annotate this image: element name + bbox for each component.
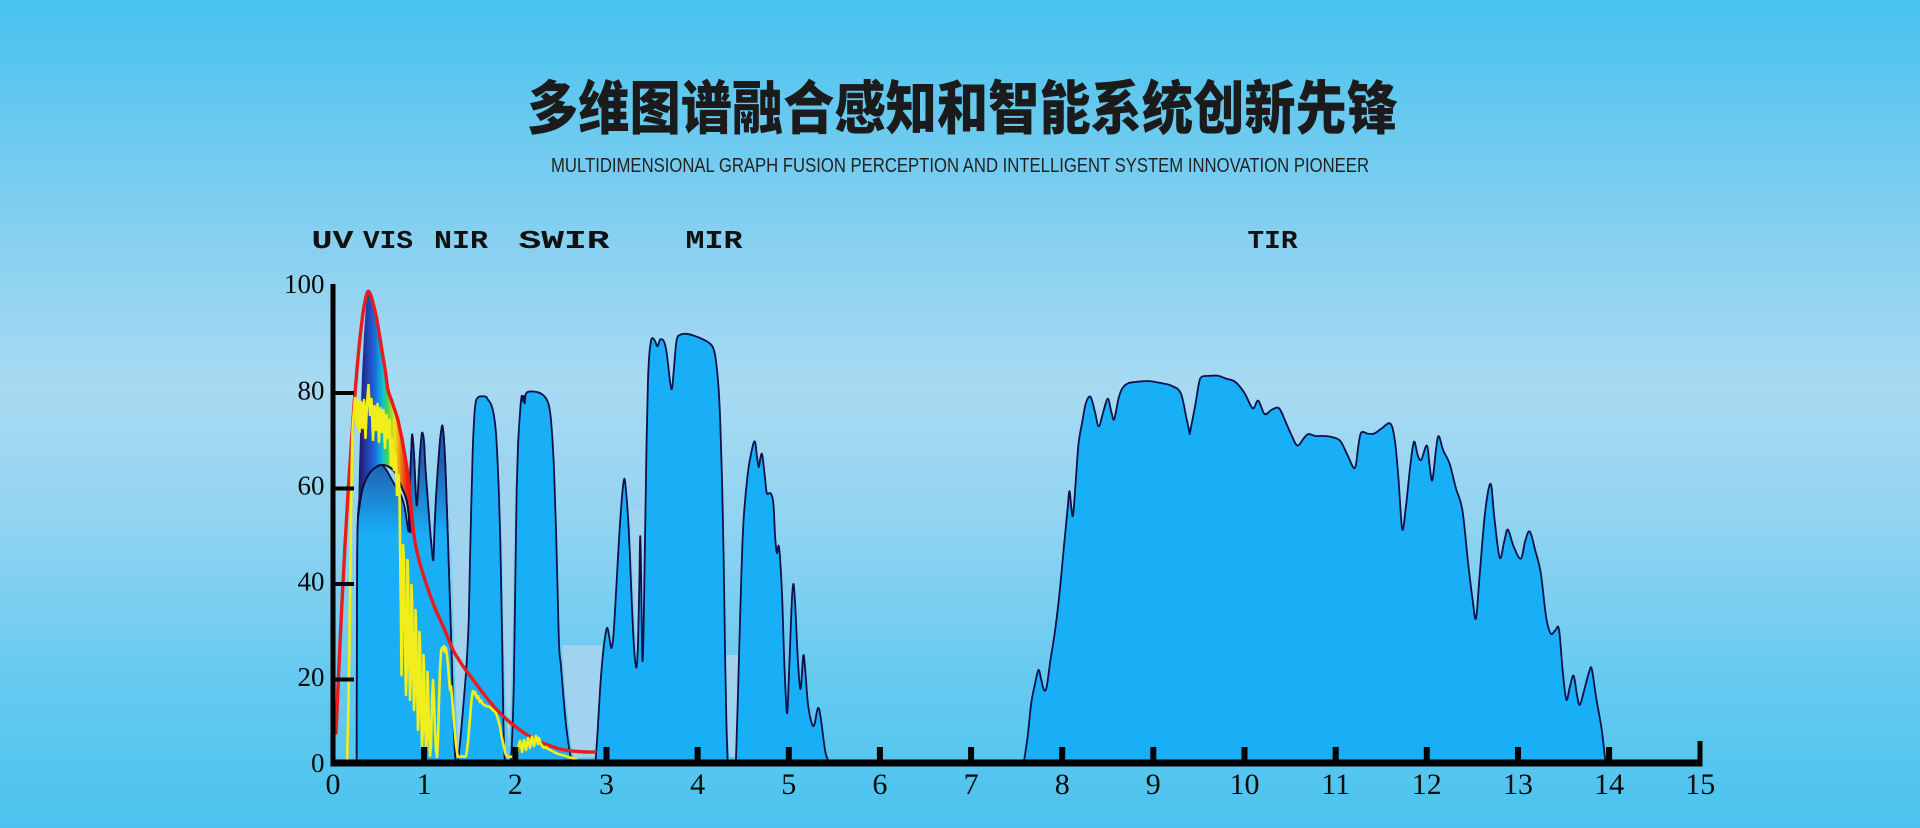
- svg-text:TIR: TIR: [1248, 226, 1298, 256]
- svg-text:UV: UV: [312, 226, 355, 256]
- svg-text:100: 100: [284, 269, 325, 299]
- svg-text:VIS: VIS: [363, 226, 413, 256]
- svg-text:SWIR: SWIR: [519, 226, 611, 256]
- svg-text:0: 0: [311, 748, 325, 778]
- svg-text:40: 40: [298, 567, 325, 597]
- svg-text:0: 0: [326, 768, 341, 801]
- svg-text:60: 60: [298, 471, 325, 501]
- svg-text:5: 5: [781, 768, 796, 801]
- svg-text:8: 8: [1055, 768, 1070, 801]
- svg-text:4: 4: [690, 768, 705, 801]
- svg-text:MULTIDIMENSIONAL GRAPH FUSION: MULTIDIMENSIONAL GRAPH FUSION PERCEPTION…: [551, 154, 1369, 177]
- svg-text:NIR: NIR: [434, 226, 488, 256]
- svg-text:11: 11: [1321, 768, 1350, 801]
- svg-text:14: 14: [1594, 768, 1624, 801]
- svg-text:2: 2: [508, 768, 523, 801]
- svg-text:9: 9: [1146, 768, 1161, 801]
- svg-text:20: 20: [298, 662, 325, 692]
- svg-text:1: 1: [417, 768, 432, 801]
- svg-text:3: 3: [599, 768, 614, 801]
- svg-text:MIR: MIR: [686, 226, 743, 256]
- svg-text:15: 15: [1685, 768, 1715, 801]
- svg-text:12: 12: [1412, 768, 1442, 801]
- svg-text:10: 10: [1230, 768, 1260, 801]
- svg-text:7: 7: [964, 768, 979, 801]
- svg-text:13: 13: [1503, 768, 1533, 801]
- svg-text:80: 80: [298, 376, 325, 406]
- svg-text:6: 6: [872, 768, 887, 801]
